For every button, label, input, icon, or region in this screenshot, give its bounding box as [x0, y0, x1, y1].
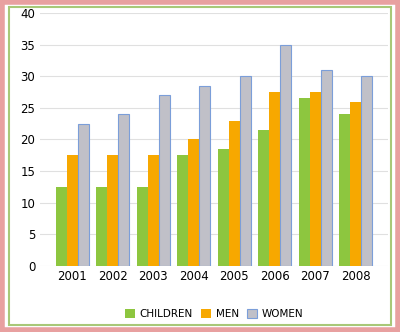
- Bar: [177, 155, 188, 266]
- Bar: [339, 114, 350, 266]
- Bar: [96, 187, 107, 266]
- Bar: [321, 70, 332, 266]
- Bar: [148, 155, 159, 266]
- Bar: [299, 98, 310, 266]
- Bar: [199, 86, 210, 266]
- Bar: [78, 124, 89, 266]
- Bar: [137, 187, 148, 266]
- Bar: [240, 76, 251, 266]
- Legend: CHILDREN, MEN, WOMEN: CHILDREN, MEN, WOMEN: [121, 305, 307, 323]
- Bar: [107, 155, 118, 266]
- Bar: [280, 45, 291, 266]
- Bar: [229, 121, 240, 266]
- Bar: [118, 114, 129, 266]
- Bar: [361, 76, 372, 266]
- Bar: [310, 92, 321, 266]
- Bar: [159, 95, 170, 266]
- Bar: [56, 187, 67, 266]
- Bar: [258, 130, 269, 266]
- Bar: [67, 155, 78, 266]
- Bar: [350, 102, 361, 266]
- Bar: [269, 92, 280, 266]
- Bar: [218, 149, 229, 266]
- Bar: [188, 139, 199, 266]
